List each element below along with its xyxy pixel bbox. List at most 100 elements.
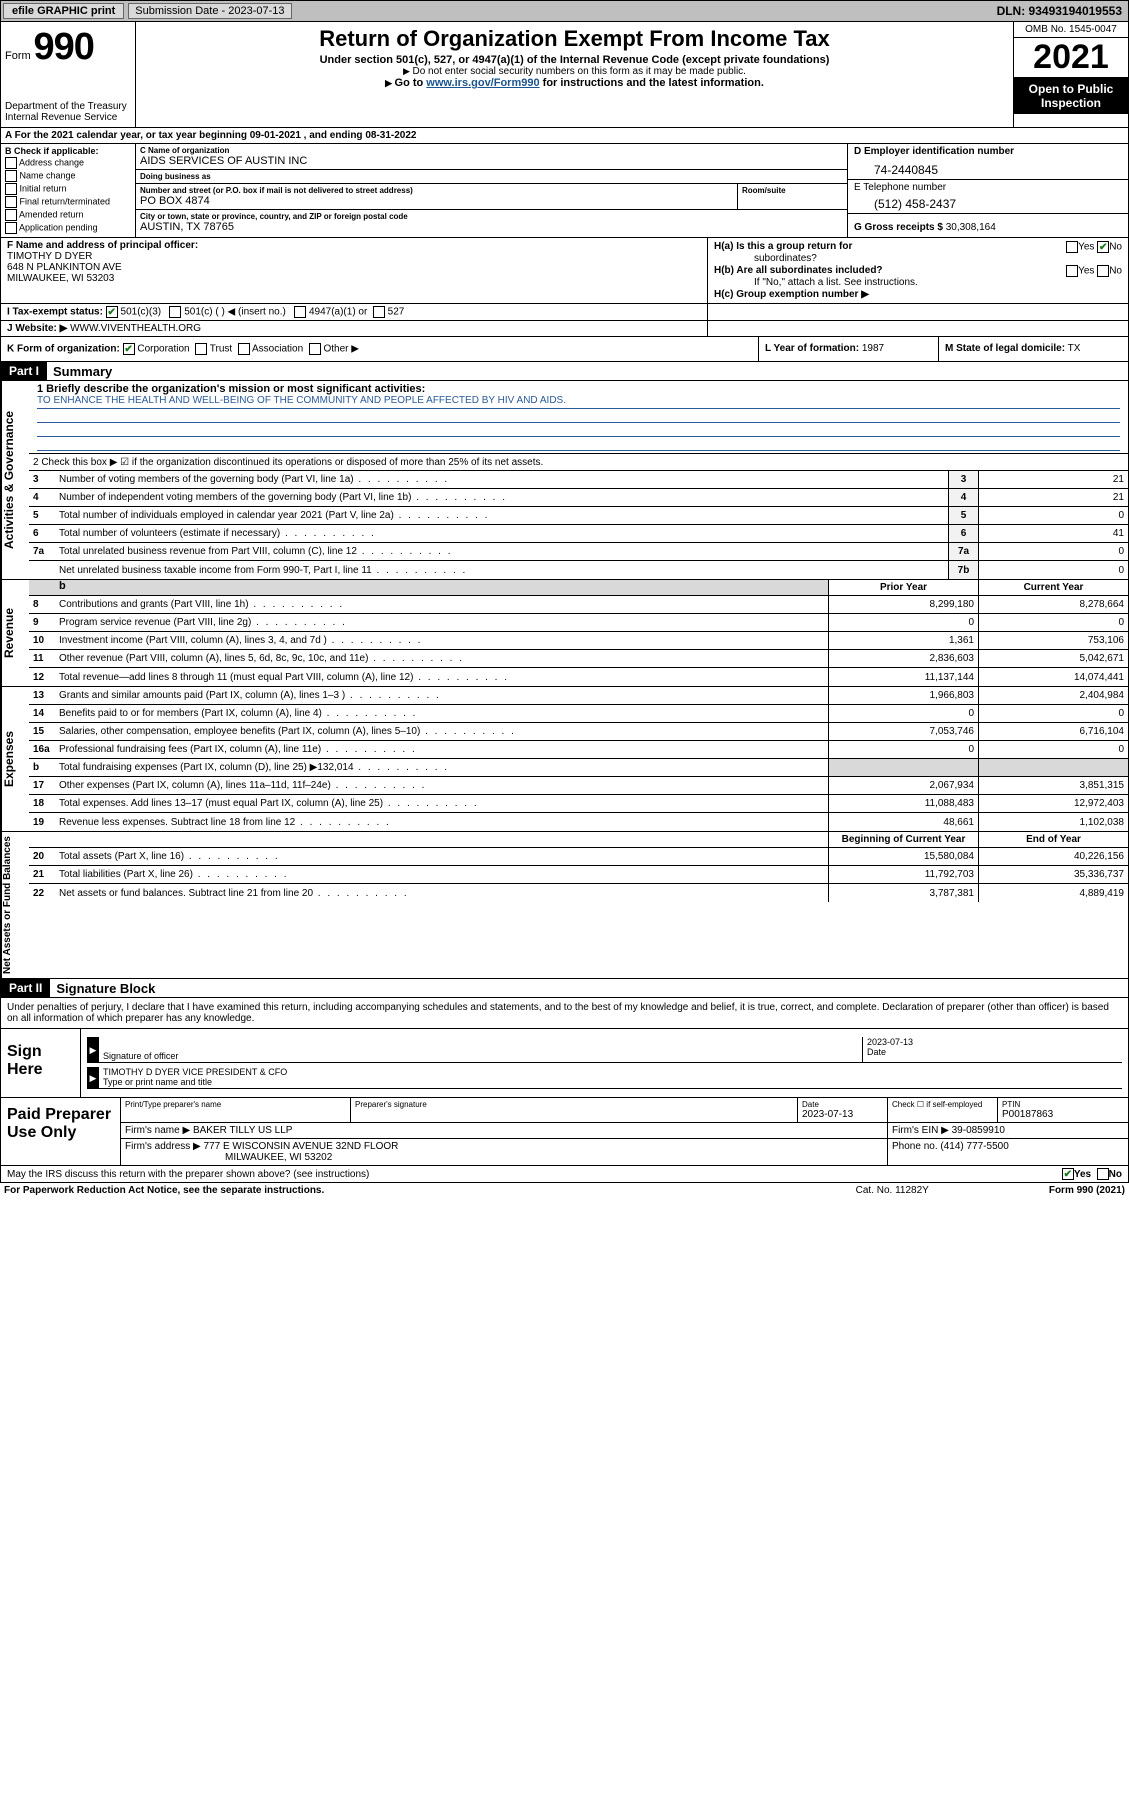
i-527-ck[interactable] xyxy=(373,306,385,318)
i-lbl: I Tax-exempt status: xyxy=(7,307,103,318)
table-row: 14Benefits paid to or for members (Part … xyxy=(29,705,1128,723)
part-ii-tag: Part II xyxy=(1,979,50,997)
i-4947: 4947(a)(1) or xyxy=(309,307,367,318)
k-other-ck[interactable] xyxy=(309,343,321,355)
i-4947-ck[interactable] xyxy=(294,306,306,318)
hdr-current: Current Year xyxy=(978,580,1128,595)
k-trust-ck[interactable] xyxy=(195,343,207,355)
ck-amended-lbl: Amended return xyxy=(19,209,84,219)
irs-link[interactable]: www.irs.gov/Form990 xyxy=(426,77,539,89)
hb-yes: Yes xyxy=(1078,266,1094,277)
j-val: WWW.VIVENTHEALTH.ORG xyxy=(70,323,201,334)
firm-name: BAKER TILLY US LLP xyxy=(193,1125,293,1136)
ck-pending[interactable]: Application pending xyxy=(5,222,131,234)
ha-sub: subordinates? xyxy=(714,253,1122,264)
net-hdr: Beginning of Current Year End of Year xyxy=(29,832,1128,848)
efile-button[interactable]: efile GRAPHIC print xyxy=(3,3,124,19)
firm-phone-lbl: Phone no. xyxy=(892,1141,938,1152)
i-501c3-ck[interactable] xyxy=(106,306,118,318)
ck-final[interactable]: Final return/terminated xyxy=(5,196,131,208)
rev-hdr: b Prior Year Current Year xyxy=(29,580,1128,596)
table-row: 20Total assets (Part X, line 16)15,580,0… xyxy=(29,848,1128,866)
sign-here-label: Sign Here xyxy=(1,1029,81,1097)
table-row: 18Total expenses. Add lines 13–17 (must … xyxy=(29,795,1128,813)
table-row: 16aProfessional fundraising fees (Part I… xyxy=(29,741,1128,759)
ck-address-lbl: Address change xyxy=(19,157,84,167)
form-number: 990 xyxy=(33,26,93,68)
discuss-no-ck[interactable] xyxy=(1097,1168,1109,1180)
i-501c-ck[interactable] xyxy=(169,306,181,318)
b-label: B Check if applicable: xyxy=(5,146,99,156)
row-a-year: A For the 2021 calendar year, or tax yea… xyxy=(0,128,1129,144)
arrow-icon-2: ▶ xyxy=(87,1067,99,1089)
row-klm: K Form of organization: Corporation Trus… xyxy=(0,337,1129,362)
open-public-1: Open to Public xyxy=(1016,82,1126,96)
cat-no: Cat. No. 11282Y xyxy=(856,1185,929,1196)
k-assoc: Association xyxy=(252,344,303,355)
row-f-h: F Name and address of principal officer:… xyxy=(0,238,1129,304)
firm-addr-lbl: Firm's address ▶ xyxy=(125,1141,201,1152)
side-revenue: Revenue xyxy=(1,580,29,686)
table-row: bTotal fundraising expenses (Part IX, co… xyxy=(29,759,1128,777)
k-corp-ck[interactable] xyxy=(123,343,135,355)
table-row: 13Grants and similar amounts paid (Part … xyxy=(29,687,1128,705)
g-val: 30,308,164 xyxy=(946,222,996,233)
topbar: efile GRAPHIC print Submission Date - 20… xyxy=(0,0,1129,22)
row-i: I Tax-exempt status: 501(c)(3) 501(c) ( … xyxy=(0,304,1129,321)
ha-yes-ck[interactable] xyxy=(1066,241,1078,253)
section-expenses: Expenses 13Grants and similar amounts pa… xyxy=(0,687,1129,832)
ck-name[interactable]: Name change xyxy=(5,170,131,182)
subtitle-3: Go to www.irs.gov/Form990 for instructio… xyxy=(142,77,1007,89)
ck-amended[interactable]: Amended return xyxy=(5,209,131,221)
table-row: 6Total number of volunteers (estimate if… xyxy=(29,525,1128,543)
d-val: 74-2440845 xyxy=(854,157,1122,177)
table-row: 7aTotal unrelated business revenue from … xyxy=(29,543,1128,561)
col-d-e-g: D Employer identification number 74-2440… xyxy=(848,144,1128,237)
form-word: Form xyxy=(5,50,31,62)
hdr-eoy: End of Year xyxy=(978,832,1128,847)
part-i-tag: Part I xyxy=(1,362,47,380)
mission-blank-2 xyxy=(37,423,1120,437)
f-name: TIMOTHY D DYER xyxy=(7,251,92,262)
e-val: (512) 458-2437 xyxy=(854,193,1122,211)
mission-blank-3 xyxy=(37,437,1120,451)
firm-phone: (414) 777-5500 xyxy=(940,1141,1008,1152)
f-addr2: MILWAUKEE, WI 53203 xyxy=(7,273,114,284)
section-governance: Activities & Governance 1 Briefly descri… xyxy=(0,381,1129,580)
table-row: 8Contributions and grants (Part VIII, li… xyxy=(29,596,1128,614)
table-row: 10Investment income (Part VIII, column (… xyxy=(29,632,1128,650)
row-a-text: A For the 2021 calendar year, or tax yea… xyxy=(5,130,416,141)
j-lbl: J Website: ▶ xyxy=(7,323,67,334)
firm-addr2: MILWAUKEE, WI 53202 xyxy=(125,1152,332,1163)
preparer-block: Paid Preparer Use Only Print/Type prepar… xyxy=(0,1098,1129,1166)
m-val: TX xyxy=(1068,343,1081,354)
ha-no-ck[interactable] xyxy=(1097,241,1109,253)
l-lbl: L Year of formation: xyxy=(765,343,859,354)
sign-block: Sign Here ▶ Signature of officer 2023-07… xyxy=(0,1029,1129,1098)
discuss-yes-ck[interactable] xyxy=(1062,1168,1074,1180)
preparer-label: Paid Preparer Use Only xyxy=(1,1098,121,1165)
hb-no-ck[interactable] xyxy=(1097,265,1109,277)
k-other: Other ▶ xyxy=(323,344,358,355)
c-addr-lbl: Number and street (or P.O. box if mail i… xyxy=(140,186,733,195)
k-assoc-ck[interactable] xyxy=(238,343,250,355)
table-row: 22Net assets or fund balances. Subtract … xyxy=(29,884,1128,902)
ha-lbl: H(a) Is this a group return for xyxy=(714,241,852,252)
firm-addr1: 777 E WISCONSIN AVENUE 32ND FLOOR xyxy=(204,1141,399,1152)
subtitle-1: Under section 501(c), 527, or 4947(a)(1)… xyxy=(142,54,1007,66)
f-lbl: F Name and address of principal officer: xyxy=(7,240,198,251)
form-footer: Form 990 (2021) xyxy=(1049,1185,1125,1196)
hb-yes-ck[interactable] xyxy=(1066,265,1078,277)
section-net-assets: Net Assets or Fund Balances Beginning of… xyxy=(0,832,1129,979)
sig-date-lbl: Date xyxy=(867,1047,886,1057)
k-trust: Trust xyxy=(210,344,232,355)
ck-address[interactable]: Address change xyxy=(5,157,131,169)
c-name-val: AIDS SERVICES OF AUSTIN INC xyxy=(140,155,843,167)
ck-name-lbl: Name change xyxy=(20,170,76,180)
c-city-val: AUSTIN, TX 78765 xyxy=(140,221,843,233)
ck-initial-lbl: Initial return xyxy=(20,183,67,193)
ck-initial[interactable]: Initial return xyxy=(5,183,131,195)
officer-name: TIMOTHY D DYER VICE PRESIDENT & CFO xyxy=(103,1067,1118,1077)
table-row: Net unrelated business taxable income fr… xyxy=(29,561,1128,579)
subtitle-2: Do not enter social security numbers on … xyxy=(142,66,1007,77)
